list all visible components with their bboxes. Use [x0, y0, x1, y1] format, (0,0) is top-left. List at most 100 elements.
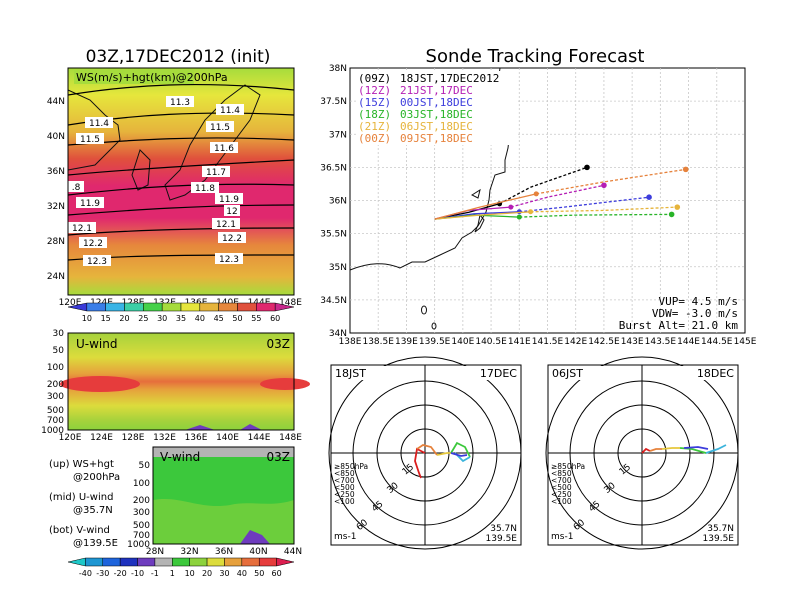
- track-landing-point: [668, 211, 675, 218]
- track-lon-tick: 139.5E: [419, 337, 451, 347]
- contour-label: 11.6: [214, 144, 234, 154]
- track-lat-ticks: 38N 37.5N 37N 36.5N 36N 35.5N 35N 34.5N 34N: [320, 64, 347, 339]
- vwind-lat-tick: 36N: [215, 547, 233, 557]
- wind-colorbar-label: 50: [254, 569, 264, 578]
- hodo-lon: 139.5E: [486, 534, 518, 544]
- wind-colorbar-swatch: [137, 557, 156, 567]
- uwind-p-tick: 30: [53, 329, 65, 339]
- track-landing-point: [674, 204, 681, 210]
- track-legend-code: (15Z): [358, 96, 391, 109]
- track-lon-tick: 139E: [395, 337, 418, 347]
- track-burst-point: [508, 204, 514, 210]
- contour-label-bg: [68, 181, 84, 192]
- note-up: (up) WS+hgt: [49, 459, 114, 470]
- hodo-segment: [436, 452, 451, 456]
- hodo-level-label: <850: [551, 469, 572, 478]
- legend-notes: (up) WS+hgt @200hPa (mid) U-wind @35.7N …: [49, 459, 120, 549]
- ws-colorbar-swatch: [218, 302, 238, 312]
- note-bot: (bot) V-wind: [49, 525, 110, 536]
- track-descent-line: [499, 166, 588, 205]
- hodo-segment: [705, 444, 727, 454]
- track-lat-tick: 34.5N: [320, 296, 347, 306]
- contour-label-bg: [218, 232, 246, 243]
- ws-colorbar-label: 10: [82, 314, 92, 323]
- hodo-lon: 139.5E: [703, 534, 735, 544]
- wind-colorbar-label: 10: [185, 569, 195, 578]
- contour-label: 11.4: [89, 119, 109, 129]
- wind-colorbar-label: -1: [151, 569, 159, 578]
- map-panel: 11.3 11.4 11.4 11.5 11.5 11.6 11.7 11.8 .8 11.9 11…: [47, 67, 302, 308]
- map-lat-tick: 28N: [47, 237, 65, 247]
- contour-label: 12.3: [87, 257, 107, 267]
- hodo-frame: [330, 364, 522, 546]
- track-lon-tick: 145E: [734, 337, 757, 347]
- uwind-label: U-wind: [76, 337, 117, 351]
- vwind-p-tick: 500: [133, 521, 150, 531]
- contour-label-bg: [212, 218, 240, 229]
- contour-label: 11.3: [170, 98, 190, 108]
- track-lon-tick: 141E: [508, 337, 531, 347]
- ws-colorbar-label: 30: [157, 314, 167, 323]
- hodo-segment: [414, 447, 426, 479]
- track-panel: (09Z) 18JST,17DEC2012 (12Z) 21JST,17DEC (15Z…: [320, 64, 757, 347]
- wind-colorbar-label: -20: [114, 569, 127, 578]
- hodo-level-label: <700: [551, 476, 572, 485]
- wind-colorbar-swatch: [276, 557, 295, 567]
- ws-colorbar-swatch: [256, 302, 276, 312]
- wind-colorbar-label: 1: [170, 569, 175, 578]
- wind-colorbar-swatch: [189, 557, 208, 567]
- izu-island-2: [431, 322, 437, 330]
- ws-colorbar-label: 15: [101, 314, 111, 323]
- track-lon-tick: 138.5E: [362, 337, 394, 347]
- uwind-jet-core-west: [60, 376, 140, 392]
- hodo-level-label: <100: [334, 497, 355, 506]
- track-descent-line: [519, 196, 650, 213]
- vwind-frame: [152, 446, 295, 545]
- track-burst-point: [516, 214, 522, 220]
- contour-label-bg: [202, 166, 230, 177]
- wind-colorbar-swatch: [241, 557, 260, 567]
- track-ascent-line: [434, 211, 531, 220]
- contour-label: 11.5: [80, 135, 100, 145]
- map-lat-tick: 36N: [47, 167, 65, 177]
- contour-label-bg: [85, 117, 113, 128]
- wind-colorbar-label: -10: [131, 569, 144, 578]
- wind-colorbar-swatch: [224, 557, 243, 567]
- coastline-boso: [474, 213, 485, 233]
- vwind-lat-tick: 44N: [284, 547, 302, 557]
- hodo-unit: ms-1: [551, 532, 573, 542]
- track-landing-point: [682, 166, 689, 173]
- track-descent-line: [530, 206, 678, 213]
- ws-colorbar-swatch: [161, 302, 182, 312]
- ws-colorbar-label: 20: [119, 314, 129, 323]
- wind-colorbar-swatch: [206, 557, 225, 567]
- izu-island-1: [421, 305, 427, 315]
- wind-colorbar-label: 30: [219, 569, 229, 578]
- contour-label-bg: [191, 182, 219, 193]
- wind-colorbar: -40 -30 -20 -10 -1 1 10 20 30 40 50 60: [67, 557, 295, 578]
- contour-label-bg: [215, 193, 243, 204]
- track-lat-tick: 38N: [329, 64, 347, 74]
- hodo-segment: [450, 441, 471, 458]
- ws-colorbar-swatch: [180, 302, 201, 312]
- note-bot-lon: @139.5E: [73, 538, 118, 549]
- vwind-lower-band: [153, 498, 294, 544]
- ws-colorbar-swatch: [86, 302, 106, 312]
- wind-colorbar-label: 20: [202, 569, 212, 578]
- track-lon-tick: 144E: [677, 337, 700, 347]
- vwind-label: V-wind: [160, 450, 200, 464]
- note-mid: (mid) U-wind: [49, 492, 113, 503]
- uwind-lon-tick: 132E: [153, 433, 176, 443]
- ws-colorbar-swatch: [274, 302, 295, 312]
- vwind-p-tick: 300: [133, 508, 150, 518]
- track-param: Burst Alt= 21.0 km: [619, 319, 739, 332]
- vwind-upper-band: [153, 447, 294, 457]
- map-frame: [67, 67, 295, 296]
- contour-label-bg: [224, 205, 240, 216]
- ws-colorbar-label: 35: [176, 314, 186, 323]
- track-legend-time: 21JST,17DEC: [400, 84, 473, 97]
- track-descent-line: [519, 213, 672, 218]
